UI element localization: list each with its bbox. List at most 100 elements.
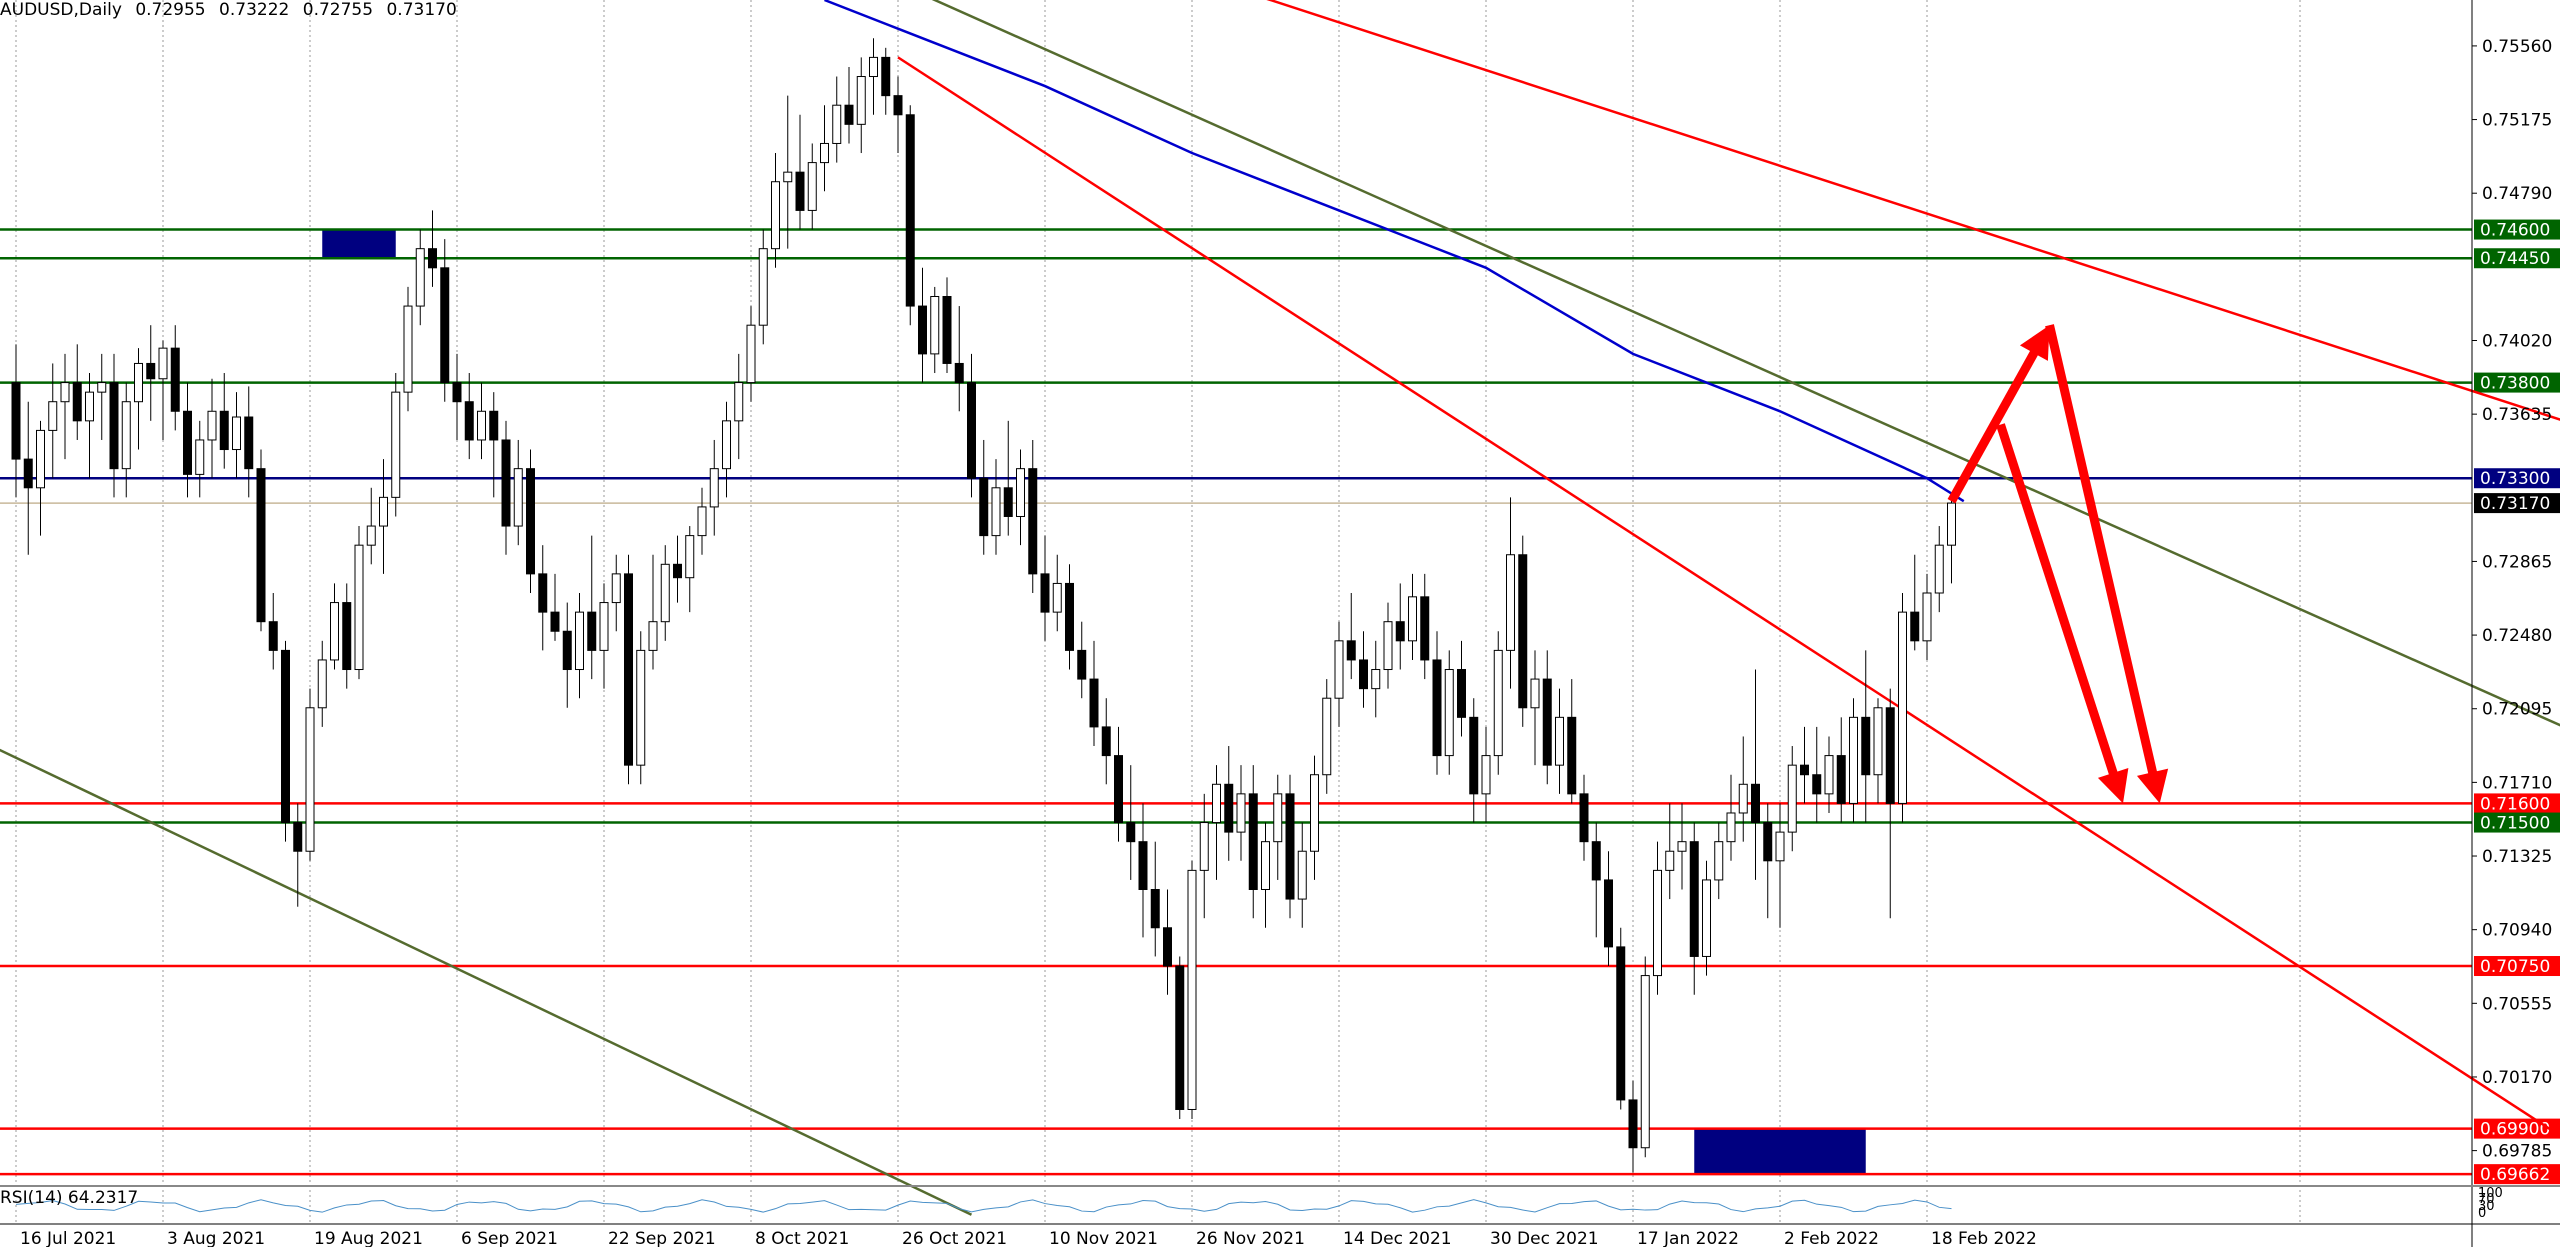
- bear-candle: [1003, 487, 1013, 517]
- bull-candle: [991, 487, 1001, 537]
- bull-candle: [403, 305, 413, 393]
- bull-candle: [869, 56, 878, 78]
- bull-candle: [1775, 831, 1785, 862]
- bull-candle: [1481, 755, 1491, 795]
- projection-arrow-segment: [2045, 324, 2159, 780]
- bull-candle: [1934, 544, 1944, 594]
- date-tick-label: 14 Dec 2021: [1343, 1229, 1452, 1247]
- trendline: [931, 0, 2560, 727]
- bear-candle: [244, 416, 254, 470]
- price-level-label: 0.74450: [2480, 249, 2550, 269]
- candlesticks: [11, 38, 1956, 1173]
- bear-candle: [1248, 793, 1258, 891]
- bear-candle: [1395, 621, 1405, 642]
- date-tick-label: 10 Nov 2021: [1049, 1229, 1158, 1247]
- bear-candle: [1457, 669, 1466, 718]
- chart-header: AUDUSD,Daily 0.72955 0.73222 0.72755 0.7…: [0, 0, 465, 20]
- bull-candle: [85, 391, 94, 422]
- bull-candle: [856, 76, 866, 125]
- bull-candle: [1322, 697, 1332, 776]
- bull-candle: [1898, 611, 1907, 804]
- bull-candle: [611, 573, 621, 604]
- price-level-badge: [2474, 1164, 2560, 1185]
- bull-candle: [1212, 783, 1221, 824]
- bear-candle: [795, 171, 805, 211]
- moving-average: [824, 0, 1965, 503]
- bull-candle: [513, 468, 523, 527]
- date-tick-label: 6 Sep 2021: [461, 1229, 558, 1247]
- projection-arrow-segment: [1996, 423, 2120, 781]
- bull-candle: [734, 382, 744, 422]
- bull-candle: [1310, 774, 1319, 852]
- rsi-scale-label: 70: [2478, 1192, 2495, 1207]
- price-level-label: 0.69900: [2480, 1120, 2550, 1140]
- date-axis: 16 Jul 2021 3 Aug 2021 19 Aug 2021 6 Sep 20…: [20, 1229, 2037, 1247]
- bear-candle: [942, 296, 952, 364]
- bull-candle: [1653, 869, 1662, 977]
- bear-candle: [1616, 946, 1626, 1101]
- bear-candle: [905, 114, 915, 307]
- price-tick-label: 0.72865: [2482, 552, 2552, 572]
- trendline: [0, 748, 973, 1216]
- date-tick-label: 26 Oct 2021: [902, 1229, 1007, 1247]
- bull-candle: [709, 468, 719, 508]
- bear-candle: [979, 477, 989, 537]
- bear-candle: [587, 611, 597, 651]
- bear-candle: [1114, 755, 1123, 824]
- price-tick-label: 0.70940: [2482, 921, 2552, 941]
- bear-candle: [550, 611, 560, 632]
- ohlc-low: 0.72755: [302, 0, 374, 20]
- date-tick-label: 3 Aug 2021: [167, 1229, 265, 1247]
- bull-candle: [1555, 716, 1564, 766]
- bear-candle: [1518, 554, 1528, 709]
- bear-candle: [281, 649, 290, 824]
- grid-lines: [15, 0, 2301, 1224]
- bull-candle: [1640, 975, 1650, 1149]
- price-level-label: 0.73800: [2480, 374, 2550, 394]
- bull-candle: [477, 410, 486, 441]
- bull-candle: [1199, 822, 1209, 871]
- bear-candle: [72, 382, 82, 422]
- rsi-scale-label: 30: [2478, 1199, 2495, 1214]
- bear-candle: [489, 410, 499, 441]
- horizontal-levels: 0.74600 0.74450 0.73800 0.73300 0.716000.715…: [0, 219, 2560, 1185]
- bull-candle: [1726, 812, 1736, 843]
- bull-candle: [330, 602, 339, 661]
- projection-arrowhead: [2136, 768, 2169, 804]
- price-level-label: 0.70750: [2480, 957, 2550, 977]
- bull-candle: [1444, 669, 1454, 757]
- highlight-zone: [1694, 1128, 1866, 1175]
- bull-candle: [121, 401, 131, 470]
- bull-candle: [930, 296, 940, 355]
- bull-candle: [1506, 554, 1515, 651]
- bear-candle: [219, 410, 229, 451]
- bear-candle: [23, 458, 33, 489]
- date-tick-label: 30 Dec 2021: [1490, 1229, 1599, 1247]
- bull-candle: [1702, 879, 1711, 957]
- price-tick-label: 0.75175: [2482, 111, 2552, 131]
- ohlc-close: 0.73170: [386, 0, 457, 20]
- bear-candle: [268, 621, 278, 651]
- bear-candle: [1224, 783, 1234, 833]
- bear-candle: [1150, 889, 1160, 929]
- bull-candle: [1273, 793, 1283, 843]
- bull-candle: [366, 525, 376, 546]
- bear-candle: [1885, 707, 1895, 804]
- rsi-scale-label: 100: [2478, 1186, 2503, 1201]
- bear-candle: [918, 305, 927, 355]
- bull-candle: [1922, 592, 1932, 642]
- bear-candle: [1567, 716, 1577, 795]
- price-level-badge: [2474, 248, 2560, 269]
- bear-candle: [428, 248, 437, 269]
- bear-candle: [1800, 764, 1809, 776]
- bull-candle: [783, 171, 793, 183]
- rsi-line: [15, 1199, 1952, 1213]
- bull-candle: [1530, 678, 1540, 709]
- bear-candle: [1101, 726, 1111, 757]
- price-tick-label: 0.69785: [2482, 1142, 2552, 1162]
- price-tick-label: 0.70170: [2482, 1068, 2552, 1088]
- bear-candle: [893, 95, 903, 116]
- bull-candle: [1297, 850, 1307, 900]
- chart-symbol: AUDUSD,Daily: [0, 0, 122, 20]
- bear-candle: [183, 410, 192, 475]
